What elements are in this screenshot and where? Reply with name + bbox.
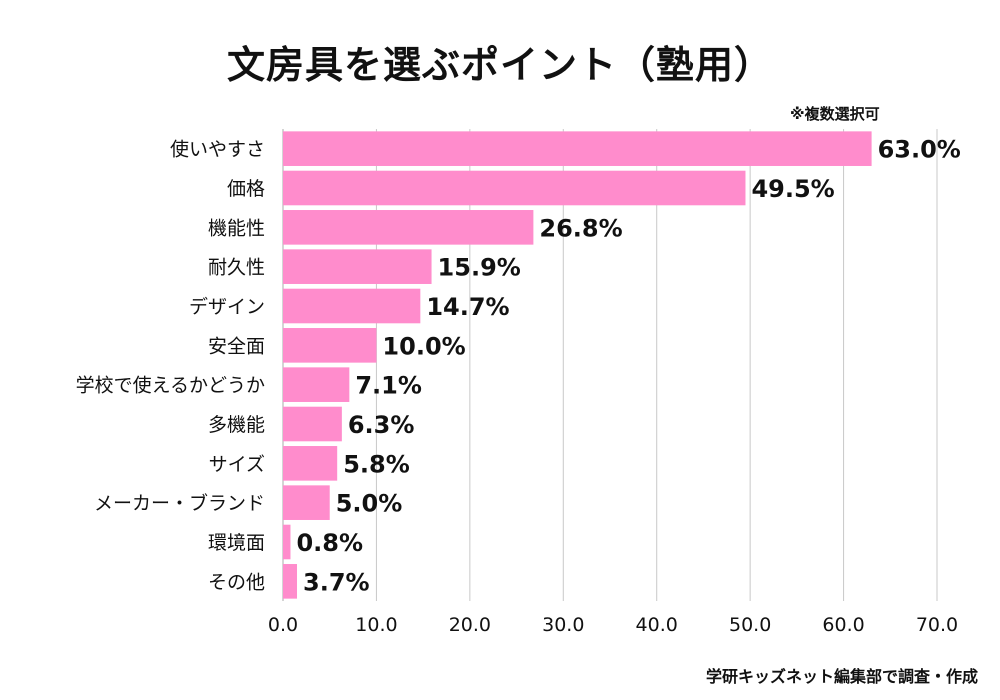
value-label: 14.7% (426, 293, 509, 321)
bar (283, 446, 338, 481)
value-label: 10.0% (382, 332, 465, 360)
x-tick-label: 30.0 (542, 614, 584, 636)
source-credit: 学研キッズネット編集部で調査・作成 (705, 667, 978, 686)
x-tick-label: 20.0 (449, 614, 491, 636)
category-label: 機能性 (208, 217, 265, 239)
category-label: メーカー・ブランド (94, 492, 265, 515)
bar (283, 485, 330, 520)
x-tick-label: 70.0 (916, 614, 958, 636)
x-tick-label: 10.0 (355, 614, 397, 636)
category-label: 環境面 (208, 532, 265, 554)
x-tick-label: 0.0 (268, 614, 298, 636)
value-label: 49.5% (751, 175, 834, 203)
category-label: その他 (208, 571, 265, 593)
value-label: 0.8% (296, 529, 363, 557)
bar (283, 131, 872, 166)
value-label: 3.7% (303, 568, 370, 596)
bar (283, 249, 432, 284)
bar (283, 170, 746, 206)
x-tick-label: 40.0 (636, 614, 678, 636)
category-label: 耐久性 (208, 257, 265, 279)
multiple-choice-note: ※複数選択可 (790, 105, 880, 123)
bar (283, 328, 377, 363)
bar (283, 288, 421, 324)
chart-title: 文房具を選ぶポイント（塾用） (226, 43, 773, 87)
bar (283, 524, 291, 560)
category-label: デザイン (189, 296, 265, 318)
bar (283, 564, 298, 599)
category-label: 学校で使えるかどうか (76, 375, 265, 397)
category-label: 多機能 (208, 414, 265, 436)
x-tick-label: 50.0 (729, 614, 771, 636)
category-label: 安全面 (208, 335, 265, 357)
value-label: 15.9% (438, 254, 521, 282)
value-label: 7.1% (355, 372, 422, 400)
bar (283, 210, 534, 245)
value-label: 6.3% (348, 411, 415, 439)
category-label: サイズ (209, 453, 265, 475)
bar (283, 367, 350, 402)
value-label: 5.0% (336, 490, 403, 518)
value-label: 26.8% (539, 214, 622, 242)
value-label: 63.0% (878, 136, 961, 164)
category-label: 価格 (227, 178, 265, 200)
category-label: 使いやすさ (170, 139, 265, 161)
value-label: 5.8% (343, 450, 410, 478)
x-tick-label: 60.0 (822, 614, 864, 636)
bar (283, 406, 342, 442)
